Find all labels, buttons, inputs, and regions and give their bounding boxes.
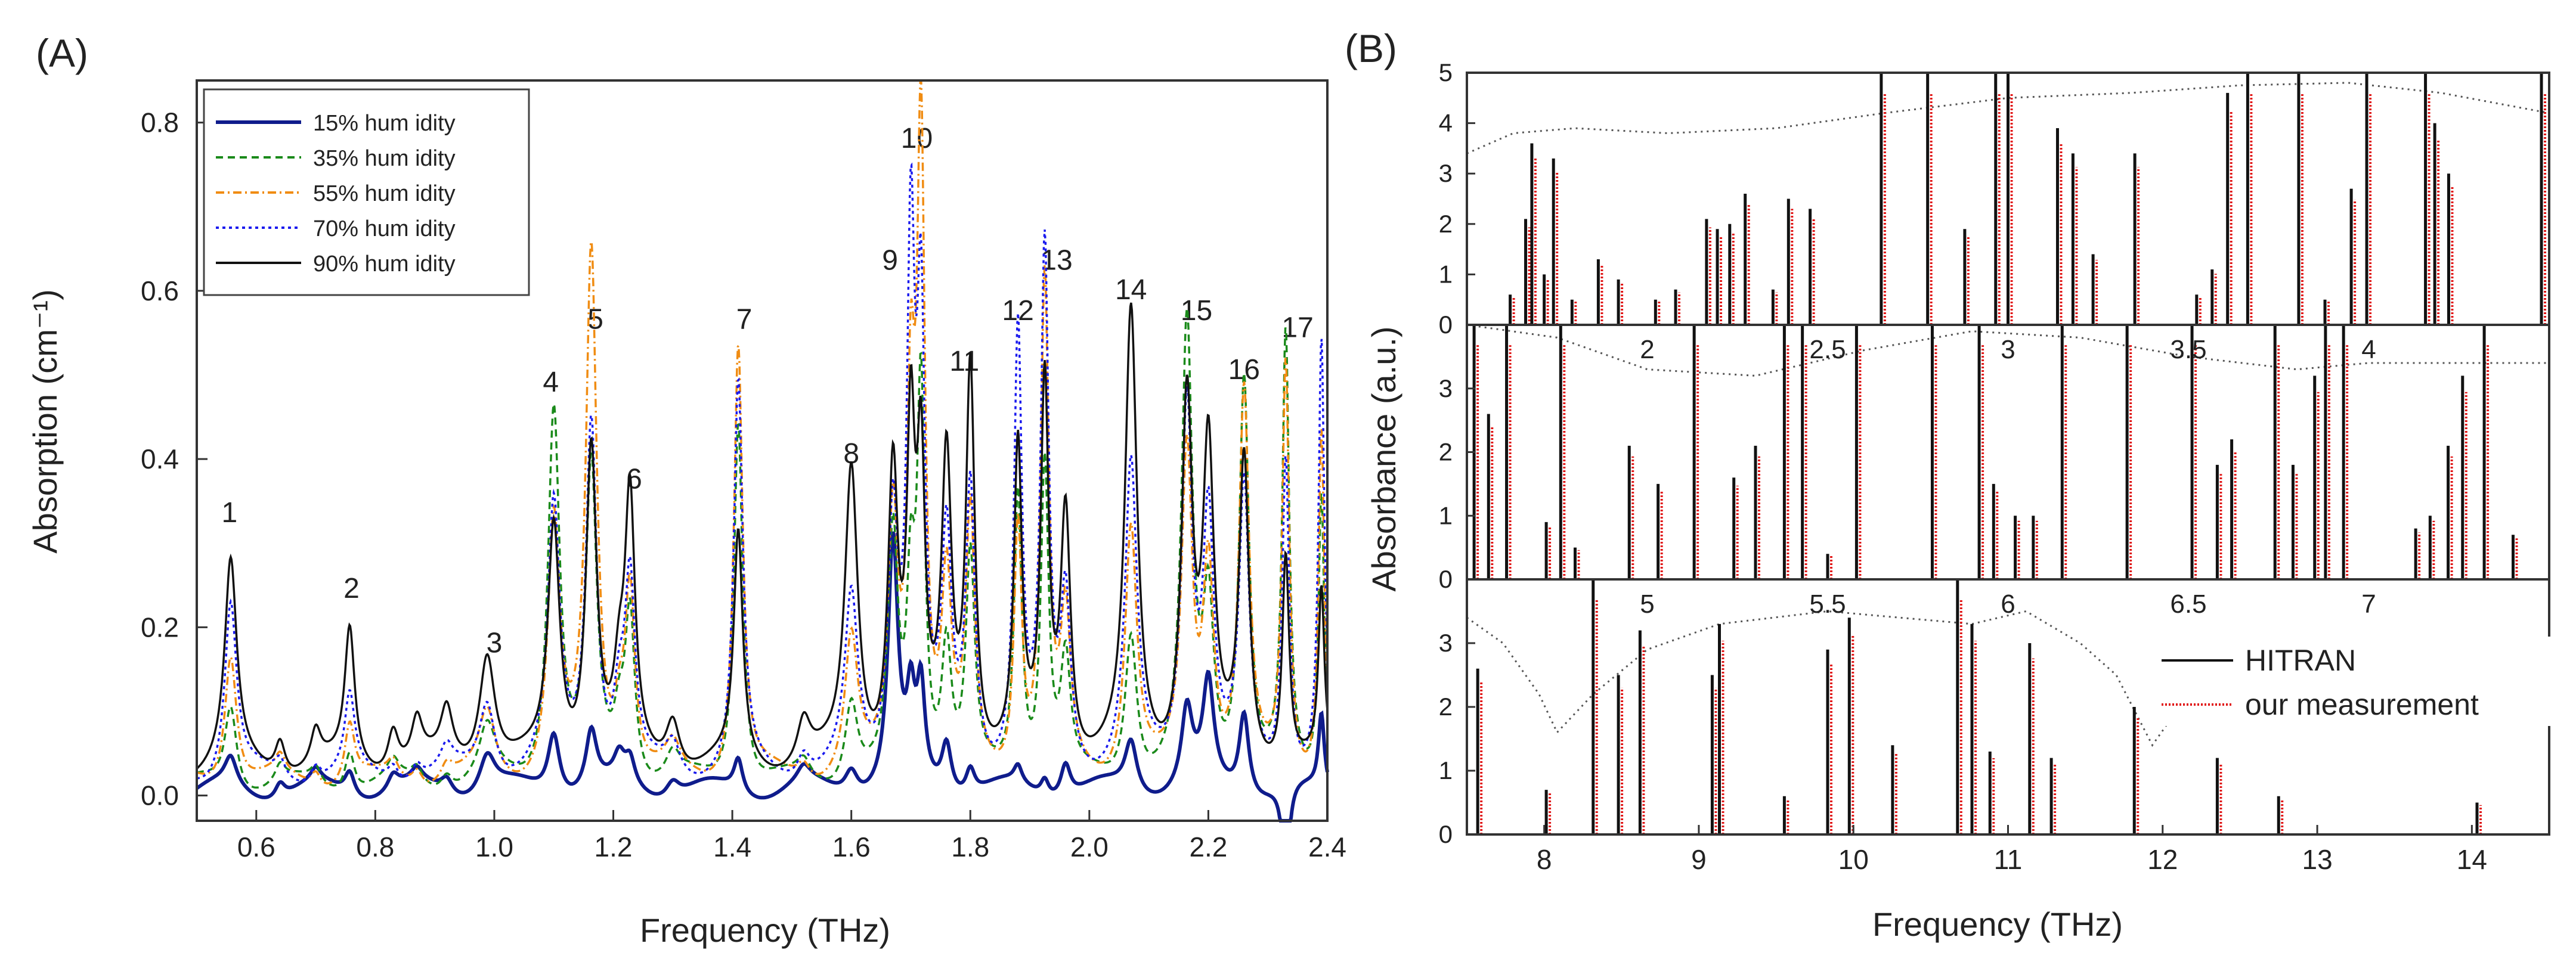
a-peak-label: 2 [343, 573, 360, 604]
b-legend: HITRAN our measurement [2150, 637, 2555, 726]
b-y-tick-label: 1 [1439, 501, 1453, 529]
b-x-axis-label: Frequency (THz) [1872, 905, 2123, 943]
panel-a: (A) Absorption (cm⁻¹) Frequency (THz) 0.… [26, 31, 1346, 949]
b-center-label: 6 [2001, 589, 2015, 619]
a-plot-frame [196, 79, 1329, 822]
a-x-tick-label: 1.6 [832, 831, 871, 862]
b-center-label: 4 [2361, 335, 2376, 364]
a-peak-label: 7 [736, 303, 753, 335]
a-x-tick-label: 1.2 [595, 831, 633, 862]
a-x-tick-label: 2.4 [1308, 831, 1346, 862]
b-row: 0 1 2 3 4 5 [1439, 58, 2550, 339]
b-y-tick-label: 4 [1439, 109, 1453, 137]
b-row: 0 1 2 3 5 5.5 6 6.5 7 [1439, 578, 2550, 848]
a-x-tick-label: 1.4 [713, 831, 751, 862]
panel-a-label: (A) [36, 31, 88, 75]
a-peak-label: 3 [487, 628, 503, 659]
panel-b-label: (B) [1345, 26, 1397, 70]
b-x-tick-label: 14 [2457, 844, 2487, 875]
b-x-tick-label: 12 [2147, 844, 2178, 875]
b-y-tick-label: 2 [1439, 438, 1453, 466]
a-axis-ticks: 0.6 0.8 1.0 1.2 1.4 1.6 1.8 2.0 2.2 2.4 0.0 0.2 0.4 0… [141, 107, 1346, 862]
a-series-group [196, 79, 1329, 823]
a-peak-label: 5 [587, 303, 603, 335]
a-y-tick-label: 0.6 [141, 275, 179, 306]
a-x-tick-label: 1.0 [475, 831, 513, 862]
b-legend-label: HITRAN [2245, 644, 2356, 677]
b-center-label: 2 [1640, 335, 1654, 364]
a-series-line [196, 308, 1329, 789]
a-x-tick-label: 2.0 [1070, 831, 1109, 862]
b-x-tick-label: 10 [1838, 844, 1869, 875]
b-y-tick-label: 2 [1439, 693, 1453, 721]
a-legend-label: 35% hum idity [313, 146, 456, 171]
b-y-tick-label: 3 [1439, 159, 1453, 187]
b-center-label: 2.5 [1809, 335, 1846, 364]
a-series-line [196, 531, 1329, 823]
a-y-axis-label: Absorption (cm⁻¹) [26, 289, 64, 553]
a-peak-label: 1 [222, 497, 238, 529]
b-y-tick-label: 0 [1439, 820, 1453, 848]
a-y-tick-label: 0.0 [141, 780, 179, 811]
b-legend-box [2150, 637, 2555, 726]
a-legend-label: 55% hum idity [313, 181, 456, 206]
a-legend-label: 15% hum idity [313, 111, 456, 136]
a-x-axis-label: Frequency (THz) [640, 911, 890, 949]
a-peak-label: 4 [543, 367, 559, 398]
b-dotted-curve [1466, 82, 2550, 154]
b-center-label: 5 [1640, 589, 1654, 619]
a-series-line [196, 79, 1329, 784]
b-legend-label: our measurement [2245, 688, 2479, 721]
b-y-tick-label: 0 [1439, 311, 1453, 339]
b-x-tick-label: 13 [2302, 844, 2332, 875]
panel-b: (B) Absorbance (a.u.) Frequency (THz) 0 1… [1345, 26, 2555, 943]
b-center-label: 6.5 [2170, 589, 2206, 619]
a-x-tick-label: 2.2 [1189, 831, 1227, 862]
a-x-tick-label: 1.8 [951, 831, 989, 862]
a-peak-label: 11 [949, 346, 979, 377]
b-y-tick-label: 1 [1439, 260, 1453, 288]
a-legend-label: 90% hum idity [313, 252, 456, 277]
b-y-tick-label: 1 [1439, 756, 1453, 784]
a-legend-label: 70% hum idity [313, 216, 456, 241]
b-x-tick-label: 8 [1537, 844, 1552, 875]
a-y-tick-label: 0.8 [141, 107, 179, 138]
a-y-tick-label: 0.4 [141, 443, 179, 474]
a-peak-label: 9 [882, 245, 898, 277]
b-center-label: 5.5 [1809, 589, 1846, 619]
a-x-tick-label: 0.8 [356, 831, 394, 862]
b-row: 0 1 2 3 2 2.5 3 3.5 4 [1439, 324, 2550, 593]
b-center-label: 3 [2001, 335, 2015, 364]
b-y-tick-label: 0 [1439, 565, 1453, 593]
a-x-tick-label: 0.6 [237, 831, 275, 862]
b-x-tick-label: 11 [1994, 844, 2023, 875]
b-x-tick-label: 9 [1691, 844, 1707, 875]
b-y-tick-label: 3 [1439, 629, 1453, 657]
b-y-axis-label: Absorbance (a.u.) [1365, 326, 1402, 591]
b-y-tick-label: 2 [1439, 210, 1453, 238]
b-center-label: 7 [2361, 589, 2376, 619]
a-y-tick-label: 0.2 [141, 612, 179, 643]
a-legend: 15% hum idity 35% hum idity 55% hum idity 7… [203, 88, 530, 296]
b-center-label: 3.5 [2170, 335, 2206, 364]
a-peak-label: 10 [901, 123, 933, 154]
a-peak-label: 14 [1115, 274, 1147, 306]
b-y-tick-label: 5 [1439, 58, 1453, 86]
b-y-tick-label: 3 [1439, 374, 1453, 402]
a-series-line [196, 302, 1329, 769]
